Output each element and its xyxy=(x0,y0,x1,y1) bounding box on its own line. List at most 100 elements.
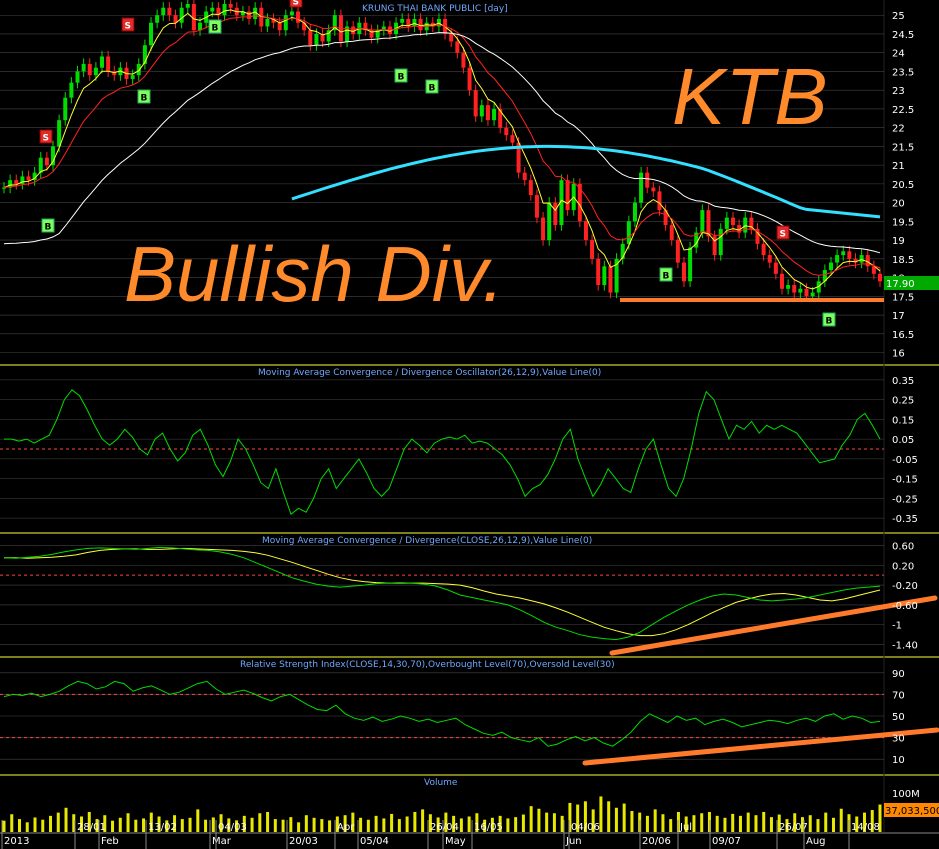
candle-body xyxy=(749,217,754,229)
sell-signal-label: S xyxy=(780,230,786,240)
candle-body xyxy=(645,172,650,188)
y-tick-label: -0.60 xyxy=(892,601,918,612)
candle-body xyxy=(130,75,135,79)
volume-bar xyxy=(235,820,239,832)
candle-body xyxy=(798,288,803,293)
candle-body xyxy=(779,273,784,289)
sell-signal-label: S xyxy=(43,134,49,144)
candle-body xyxy=(792,285,797,293)
candle-body xyxy=(210,7,215,12)
candle-body xyxy=(822,270,827,282)
macd-panel xyxy=(0,546,938,656)
candle-body xyxy=(430,22,435,27)
volume-bar xyxy=(196,809,200,832)
candle-body xyxy=(614,258,619,293)
volume-bar xyxy=(738,815,742,832)
candle-body xyxy=(528,180,533,196)
candle-body xyxy=(20,176,25,184)
y-tick-label: 0.25 xyxy=(892,396,914,407)
volume-bar xyxy=(692,815,696,832)
candle-body xyxy=(865,255,870,267)
volume-bar xyxy=(537,808,541,832)
candle-body xyxy=(522,172,527,181)
price-panel: B B B B B B B S S S S xyxy=(2,0,884,327)
volume-bar xyxy=(669,819,673,832)
volume-bar xyxy=(769,817,773,832)
candle-body xyxy=(632,202,637,222)
candle-body xyxy=(878,273,882,282)
buy-signal-marker xyxy=(425,79,439,94)
candle-body xyxy=(681,262,686,282)
buy-signal-label: B xyxy=(212,24,219,34)
ema-fast-line xyxy=(3,9,881,290)
candle-body xyxy=(804,288,809,297)
candle-body xyxy=(155,15,160,23)
volume-bar xyxy=(428,814,432,832)
candle-body xyxy=(700,210,705,233)
volume-bar xyxy=(521,814,525,832)
candle-body xyxy=(553,202,558,226)
buy-signal-label: B xyxy=(663,272,670,282)
volume-bar xyxy=(630,811,634,832)
candle-body xyxy=(841,251,846,256)
x-tick-label: Feb xyxy=(101,836,119,847)
candle-body xyxy=(492,108,497,121)
candle-body xyxy=(651,187,656,192)
volume-bar xyxy=(118,817,122,832)
candle-body xyxy=(706,210,711,237)
volume-bar xyxy=(134,819,138,832)
candle-body xyxy=(761,243,766,256)
volume-bar xyxy=(490,817,494,832)
volume-bar xyxy=(607,801,611,832)
candle-body xyxy=(283,15,288,31)
x-tick-label: 2013 xyxy=(4,836,29,847)
candle-body xyxy=(8,180,13,188)
candle-body xyxy=(853,258,858,263)
candle-body xyxy=(583,221,588,241)
y-tick-label: -0.15 xyxy=(892,475,918,486)
volume-bar xyxy=(762,811,766,832)
volume-title: Volume xyxy=(424,778,458,788)
oscillator-line xyxy=(4,389,881,516)
y-tick-label: 21 xyxy=(892,161,905,172)
candle-body xyxy=(191,4,196,31)
candle-body xyxy=(198,22,203,31)
y-tick-label: 70 xyxy=(892,690,905,701)
sell-signal-marker xyxy=(776,225,790,240)
candle-body xyxy=(663,210,668,226)
ema-slow-line xyxy=(3,32,881,254)
candle-body xyxy=(767,255,772,263)
candle-body xyxy=(498,108,503,128)
volume-bar xyxy=(157,816,161,832)
volume-bar xyxy=(506,818,510,832)
volume-bar xyxy=(374,815,378,832)
y-tick-label: -0.35 xyxy=(892,514,918,525)
candle-body xyxy=(87,63,92,76)
x-tick-label: 28/01 xyxy=(77,822,106,833)
volume-bar xyxy=(173,815,177,832)
pattern-annotation: Bullish Div. xyxy=(124,230,504,318)
x-tick-label: 14/08 xyxy=(851,822,880,833)
buy-signal-label: B xyxy=(398,73,405,83)
candle-body xyxy=(277,22,282,31)
volume-panel xyxy=(2,796,882,832)
candle-body xyxy=(369,30,374,38)
macd-line xyxy=(3,546,881,641)
candle-body xyxy=(786,285,791,289)
volume-bar xyxy=(707,811,711,832)
gridlines xyxy=(0,14,884,760)
volume-bar xyxy=(498,815,502,832)
candle-body xyxy=(216,7,221,16)
x-tick-label: Jul xyxy=(679,822,692,833)
x-tick-label: 26/04 xyxy=(430,822,459,833)
candle-body xyxy=(485,105,490,121)
volume-bar xyxy=(49,815,53,832)
candle-body xyxy=(461,52,466,68)
volume-bar xyxy=(746,812,750,832)
candle-body xyxy=(590,240,595,259)
sell-signal-label: S xyxy=(293,0,299,8)
macd-oscillator-title: Moving Average Convergence / Divergence … xyxy=(258,368,601,378)
candle-body xyxy=(743,217,748,233)
candle-body xyxy=(69,82,74,98)
candle-body xyxy=(100,56,105,68)
